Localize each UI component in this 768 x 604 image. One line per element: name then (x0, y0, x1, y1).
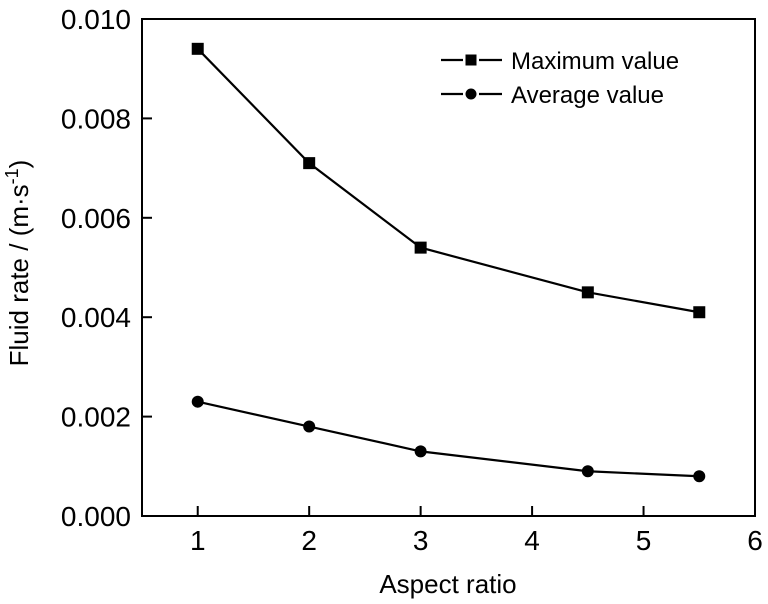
plot-frame (141, 18, 756, 517)
legend-entry-label: Maximum value (511, 48, 679, 75)
x-axis-tick-label: 1 (190, 525, 206, 556)
x-axis-tick-label: 3 (413, 525, 429, 556)
data-point-circle-marker (303, 420, 316, 433)
y-axis-tick-label: 0.000 (61, 501, 131, 532)
y-axis-tick-label: 0.008 (61, 103, 131, 134)
x-axis-title: Aspect ratio (379, 569, 516, 599)
data-point-square-marker (303, 157, 316, 170)
x-axis-tick-label: 5 (636, 525, 652, 556)
data-point-square-marker (693, 306, 706, 319)
data-point-circle-marker (414, 445, 427, 458)
series-line-average (197, 400, 700, 478)
y-axis-tick-label: 0.006 (61, 203, 131, 234)
data-point-square-marker (191, 42, 204, 55)
data-point-circle-marker (581, 465, 594, 478)
data-point-circle-marker (191, 395, 204, 408)
data-point-square-marker (414, 241, 427, 254)
y-axis-tick-label: 0.010 (61, 4, 131, 35)
data-point-square-marker (581, 286, 594, 299)
legend-square-marker-icon (465, 54, 477, 66)
legend-entry-label: Average value (511, 82, 664, 109)
y-axis-title: Fluid rate / (m·s-1) (2, 160, 34, 367)
y-axis-tick-label: 0.002 (61, 402, 131, 433)
y-axis-tick-label: 0.004 (61, 302, 131, 333)
x-axis-tick-label: 6 (747, 525, 763, 556)
legend-circle-marker-icon (465, 88, 477, 100)
x-axis-tick-label: 4 (524, 525, 540, 556)
data-point-circle-marker (693, 470, 706, 483)
x-axis-tick-label: 2 (301, 525, 317, 556)
